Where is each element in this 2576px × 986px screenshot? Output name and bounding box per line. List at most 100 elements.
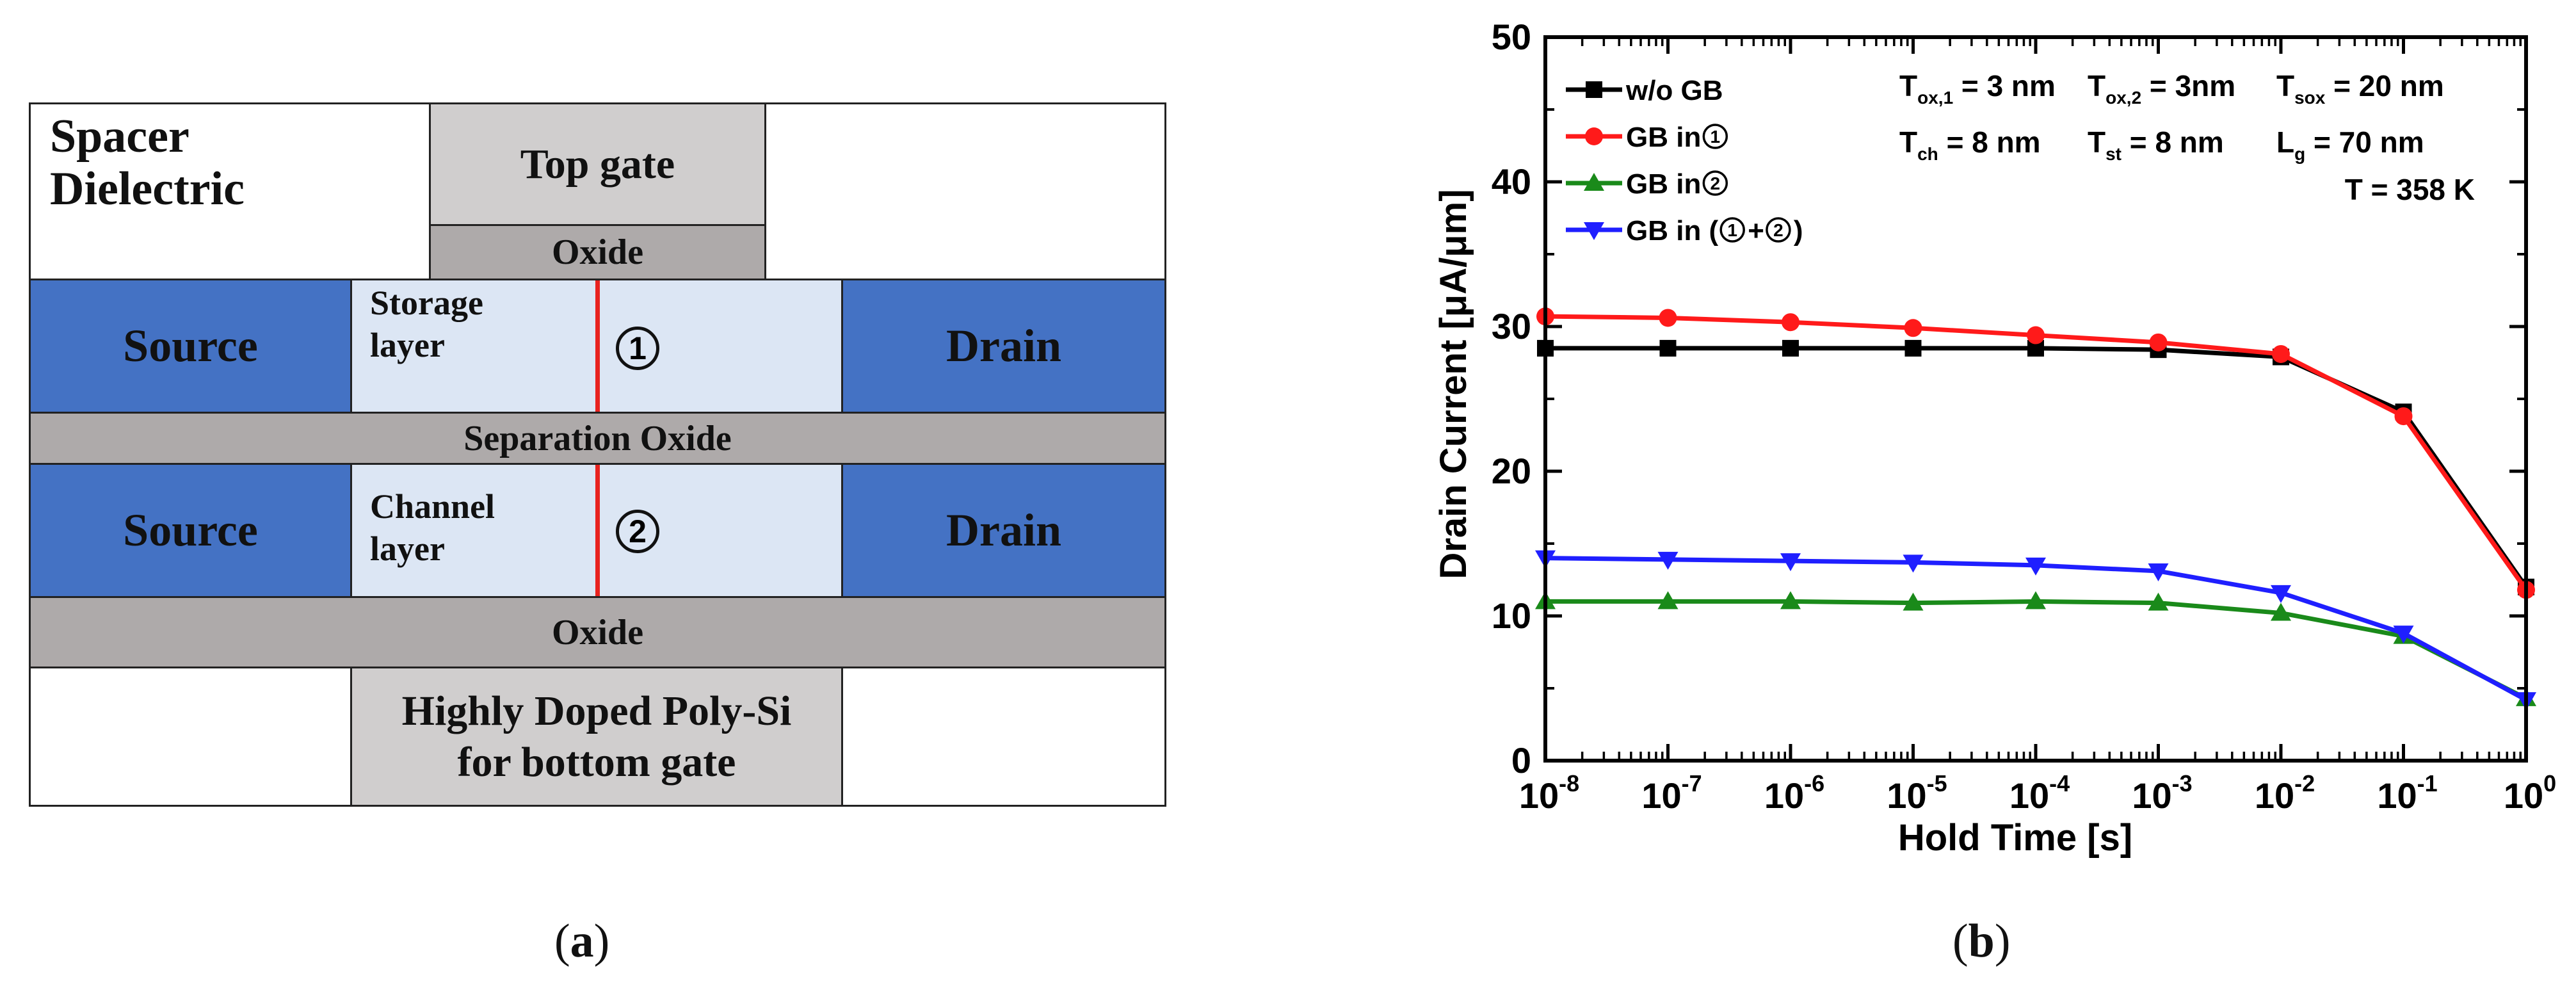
legend-label-suffix: ) bbox=[1794, 215, 1803, 247]
x-tick-label: 10-4 bbox=[2009, 770, 2070, 816]
annotation-tox2: Tox,2 = 3nm bbox=[2088, 69, 2235, 108]
legend-circle-number: 2 bbox=[1711, 174, 1721, 193]
legend-entry-4: GB in ( 1 +2) bbox=[1566, 215, 1803, 247]
y-tick-label: 10 bbox=[1492, 595, 1531, 636]
annotation-lg: Lg = 70 nm bbox=[2276, 125, 2424, 164]
source-bottom-label: Source bbox=[123, 505, 258, 556]
data-point bbox=[2148, 563, 2169, 581]
data-point bbox=[1903, 592, 1924, 611]
y-tick-label: 20 bbox=[1492, 451, 1531, 491]
x-axis-label: Hold Time [s] bbox=[1898, 817, 2132, 859]
annotation-tox1: Tox,1 = 3 nm bbox=[1899, 69, 2056, 108]
source-top-label: Source bbox=[123, 320, 258, 371]
caption-a: (a) bbox=[554, 915, 610, 967]
source-top-block: Source bbox=[29, 279, 352, 414]
y-tick-label: 0 bbox=[1511, 740, 1531, 780]
channel-layer-label: Channel layer bbox=[370, 487, 495, 568]
data-point bbox=[1903, 554, 1924, 573]
legend-circle-icon bbox=[1702, 124, 1728, 149]
legend-swatch-marker bbox=[1586, 81, 1602, 98]
annotation-tsox: Tsox = 20 nm bbox=[2276, 69, 2444, 108]
legend-swatch-marker bbox=[1584, 173, 1604, 191]
x-tick-label: 10-3 bbox=[2132, 770, 2192, 816]
grain-boundary-top-line bbox=[595, 280, 600, 412]
x-tick-label: 10-6 bbox=[1764, 770, 1824, 816]
legend-label: GB in ( bbox=[1626, 215, 1719, 247]
legend-circle-number: 1 bbox=[1711, 127, 1721, 147]
annotation-tch: Tch = 8 nm bbox=[1899, 125, 2041, 164]
bottom-gate-poly-label: Highly Doped Poly-Si for bottom gate bbox=[401, 687, 792, 786]
legend-circle-number: 2 bbox=[1773, 220, 1783, 240]
data-point bbox=[1780, 553, 1801, 572]
legend-entry-2: GB in 1 bbox=[1566, 122, 1728, 153]
legend-swatch-marker bbox=[1585, 127, 1603, 145]
legend-circle-icon bbox=[1702, 170, 1728, 196]
data-point bbox=[2148, 592, 2169, 611]
drain-top-label: Drain bbox=[946, 320, 1061, 371]
x-tick-label: 100 bbox=[2504, 770, 2556, 816]
bottom-gate-poly-block: Highly Doped Poly-Si for bottom gate bbox=[350, 667, 843, 807]
data-point bbox=[1904, 339, 1922, 357]
series-line bbox=[1545, 556, 2527, 702]
bottom-oxide-label: Oxide bbox=[551, 612, 644, 652]
drain-current-chart: 0 10 20 30 40 50 10-8 10-7 10-6 10-5 10-4 10-3 10-2 1… bbox=[1433, 17, 2556, 859]
data-point bbox=[2025, 557, 2046, 576]
data-point bbox=[2149, 333, 2168, 352]
legend-swatch-marker bbox=[1584, 222, 1604, 240]
marker-2-icon: 2 bbox=[616, 510, 659, 553]
series-1 bbox=[1537, 339, 2534, 595]
x-tick-label: 10-5 bbox=[1887, 770, 1947, 816]
data-point bbox=[1904, 319, 1922, 337]
legend-label: w/o GB bbox=[1625, 75, 1723, 106]
plot-frame bbox=[1543, 35, 2528, 763]
data-point bbox=[1780, 591, 1801, 610]
series-2 bbox=[1536, 307, 2535, 599]
separation-oxide-block: Separation Oxide bbox=[29, 412, 1166, 465]
y-tick-label: 40 bbox=[1492, 161, 1531, 202]
y-tick-label: 50 bbox=[1492, 17, 1531, 57]
y-tick-label: 30 bbox=[1492, 306, 1531, 346]
grain-boundary-bottom-line bbox=[595, 465, 600, 596]
legend-label: GB in bbox=[1626, 122, 1701, 153]
series-line bbox=[1545, 599, 2527, 700]
data-point bbox=[1782, 313, 1799, 332]
data-point bbox=[2393, 626, 2414, 644]
x-tick-label: 10-2 bbox=[2255, 770, 2315, 816]
spacer-dielectric-label: Spacer Dielectric bbox=[50, 110, 245, 215]
series-3 bbox=[1535, 591, 2536, 706]
drain-top-block: Drain bbox=[841, 279, 1166, 414]
legend-entry-1: w/o GB bbox=[1566, 75, 1723, 106]
data-point bbox=[1657, 551, 1678, 570]
marker-1-icon: 1 bbox=[616, 327, 659, 370]
x-tick-label: 10-7 bbox=[1641, 770, 1702, 816]
drain-bottom-block: Drain bbox=[841, 463, 1166, 598]
chart-series-layer bbox=[1535, 307, 2536, 711]
annotation-temperature: T = 358 K bbox=[2345, 173, 2475, 206]
top-gate-block: Top gate bbox=[429, 102, 766, 226]
legend-label-plus: + bbox=[1748, 215, 1764, 247]
legend-circle-icon bbox=[1719, 217, 1745, 243]
series-line bbox=[1545, 346, 2528, 588]
data-point bbox=[2271, 602, 2291, 621]
data-point bbox=[2272, 344, 2290, 363]
source-bottom-block: Source bbox=[29, 463, 352, 598]
chart-axis-labels: Drain Current [μA/μm] Hold Time [s] bbox=[1433, 189, 2132, 859]
annotation-tst: Tst = 8 nm bbox=[2088, 125, 2224, 164]
legend-label: GB in bbox=[1626, 168, 1701, 200]
series-4 bbox=[1535, 550, 2536, 711]
chart-annotations: Tox,1 = 3 nm Tox,2 = 3nm Tsox = 20 nm Tc… bbox=[1899, 69, 2475, 206]
legend-entry-3: GB in 2 bbox=[1566, 168, 1728, 200]
device-cross-section-diagram: Spacer Dielectric Top gate Oxide Source … bbox=[0, 0, 1216, 832]
y-axis-label: Drain Current [μA/μm] bbox=[1433, 189, 1474, 579]
chart-ticks: 0 10 20 30 40 50 10-8 10-7 10-6 10-5 10-4 10-3 10-2 1… bbox=[1492, 17, 2556, 816]
data-point bbox=[1782, 339, 1799, 357]
legend-circle-number: 1 bbox=[1727, 220, 1737, 240]
data-point bbox=[2394, 407, 2413, 426]
data-point bbox=[2271, 585, 2291, 603]
legend-circle-icon bbox=[1766, 217, 1791, 243]
top-oxide-label: Oxide bbox=[551, 232, 644, 272]
data-point bbox=[1659, 309, 1677, 327]
caption-b: (b) bbox=[1952, 915, 2011, 967]
data-point bbox=[2025, 591, 2046, 610]
